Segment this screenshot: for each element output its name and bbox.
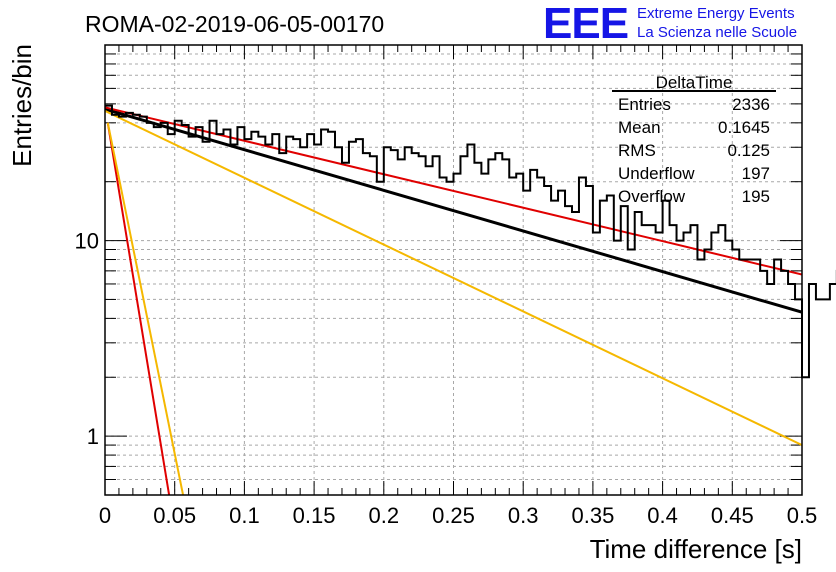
x-tick-label: 0.1	[229, 503, 260, 528]
x-tick-label: 0.5	[787, 503, 818, 528]
stats-box-title: DeltaTime	[656, 73, 733, 92]
x-tick-label: 0.05	[153, 503, 196, 528]
stats-box: DeltaTime Entries 2336 Mean 0.1645 RMS 0.125 U…	[612, 73, 776, 206]
stats-value: 2336	[732, 95, 770, 114]
x-axis-label: Time difference [s]	[590, 534, 802, 564]
fit-line-4	[106, 122, 185, 495]
y-tick-label-10: 10	[75, 229, 99, 254]
fit-lines	[105, 106, 802, 495]
fit-line-1	[105, 106, 802, 276]
fit-line-2	[105, 110, 802, 446]
histogram-series	[105, 104, 836, 379]
stats-label: Entries	[618, 95, 671, 114]
stats-value: 0.125	[727, 141, 770, 160]
stats-label: Underflow	[618, 164, 695, 183]
chart-title: ROMA-02-2019-06-05-00170	[85, 11, 384, 37]
x-tick-label: 0.4	[647, 503, 678, 528]
fit-line-0	[105, 107, 802, 314]
x-tick-label: 0.35	[571, 503, 614, 528]
x-tick-label: 0.45	[711, 503, 754, 528]
stats-value: 0.1645	[718, 118, 770, 137]
x-tick-label: 0.2	[369, 503, 400, 528]
y-axis-label: Entries/bin	[7, 44, 37, 167]
x-axis-ticks	[104, 45, 803, 495]
stats-label: RMS	[618, 141, 656, 160]
y-tick-label-1: 1	[87, 424, 99, 449]
logo-line-1: Extreme Energy Events	[637, 5, 795, 22]
stats-label: Mean	[618, 118, 661, 137]
stats-value: 197	[742, 164, 770, 183]
stats-label: Overflow	[618, 187, 686, 206]
x-tick-label: 0.15	[293, 503, 336, 528]
x-tick-label: 0.3	[508, 503, 539, 528]
plot-frame	[104, 44, 803, 496]
logo-line-2: La Scienza nelle Scuole	[637, 24, 797, 41]
eee-logo: EEE	[543, 0, 628, 48]
x-tick-label: 0.25	[432, 503, 475, 528]
y-axis-minor-ticks	[105, 53, 802, 481]
fit-line-3	[106, 122, 171, 495]
x-tick-label: 0	[99, 503, 111, 528]
stats-value: 195	[742, 187, 770, 206]
x-tick-labels: 0 0.05 0.1 0.15 0.2 0.25 0.3 0.35 0.4 0.45 0.5	[99, 503, 817, 528]
